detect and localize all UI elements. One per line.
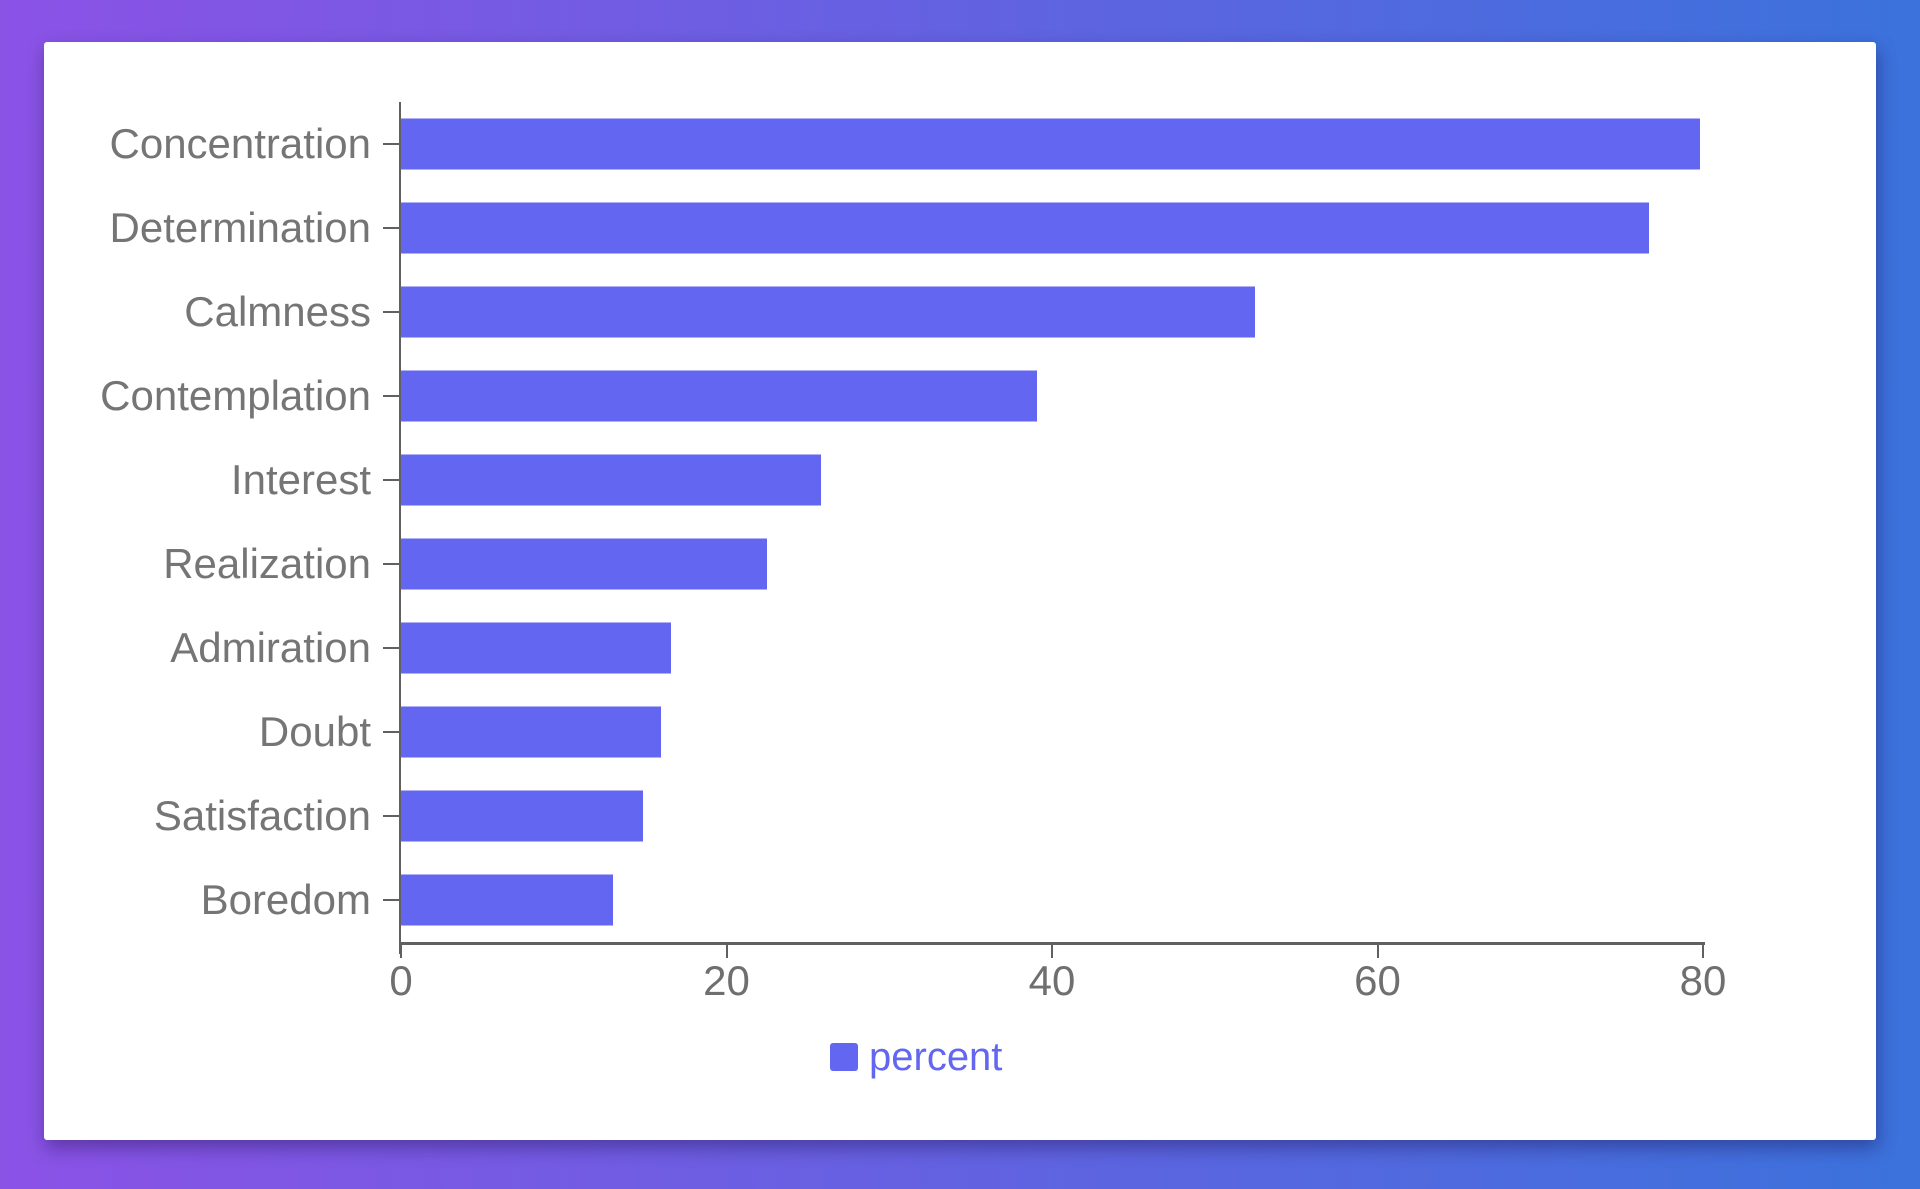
category-label: Contemplation — [100, 372, 371, 419]
x-tick-label: 0 — [389, 957, 413, 1004]
bar[interactable] — [401, 286, 1256, 338]
bar-row: Admiration — [170, 606, 1703, 690]
category-label: Calmness — [184, 288, 371, 335]
category-label: Determination — [109, 204, 371, 251]
category-tick-mark — [383, 647, 401, 649]
x-tick-mark — [400, 945, 402, 958]
category-label: Concentration — [109, 120, 372, 167]
bar[interactable] — [401, 874, 613, 926]
legend-swatch — [830, 1043, 858, 1071]
bar-row: Contemplation — [100, 354, 1703, 438]
x-tick-label: 40 — [1028, 957, 1076, 1004]
bar-row: Determination — [110, 186, 1703, 270]
x-tick-mark — [725, 945, 728, 958]
x-axis-line — [399, 942, 1705, 945]
y-axis-line — [399, 102, 401, 954]
category-tick-mark — [383, 143, 401, 145]
category-label: Admiration — [170, 624, 371, 671]
bar-row: Concentration — [110, 102, 1703, 186]
bar[interactable] — [401, 622, 672, 674]
x-tick-label: 80 — [1679, 957, 1727, 1004]
bar-row: Satisfaction — [154, 774, 1703, 858]
bar[interactable] — [401, 790, 644, 842]
bar[interactable] — [401, 118, 1700, 170]
bar[interactable] — [401, 370, 1038, 422]
category-tick-mark — [383, 227, 401, 229]
chart-card: Concentration Determination Calmness Contem… — [44, 42, 1876, 1140]
category-label: Interest — [230, 456, 371, 503]
bar[interactable] — [401, 706, 662, 758]
legend-item-percent[interactable]: percent — [830, 1037, 1002, 1077]
bar-row: Interest — [231, 438, 1703, 522]
bar-row: Realization — [163, 522, 1703, 606]
x-tick-label: 20 — [703, 957, 750, 1004]
category-tick-mark — [383, 395, 401, 397]
category-tick-mark — [383, 479, 401, 481]
category-tick-mark — [383, 563, 401, 565]
category-tick-mark — [383, 899, 401, 901]
bar[interactable] — [401, 202, 1650, 254]
category-label: Satisfaction — [153, 792, 371, 839]
x-tick-mark — [1376, 945, 1379, 958]
x-tick-mark — [1051, 945, 1053, 958]
bar-row: Boredom — [201, 858, 1703, 942]
category-label: Realization — [163, 540, 371, 587]
bar-rows: Concentration Determination Calmness Contem… — [100, 102, 1703, 942]
x-ticks: 0 20 40 60 80 — [389, 102, 1726, 1004]
category-label: Doubt — [258, 708, 371, 755]
x-tick-label: 60 — [1354, 957, 1401, 1004]
category-label: Boredom — [200, 876, 371, 923]
plot-area: Concentration Determination Calmness Contem… — [100, 102, 1726, 1004]
bar[interactable] — [401, 538, 768, 590]
legend-label: percent — [869, 1035, 1003, 1079]
category-tick-mark — [383, 731, 401, 733]
category-tick-mark — [383, 311, 401, 313]
category-tick-mark — [383, 815, 401, 817]
bar-row: Doubt — [259, 690, 1703, 774]
bar[interactable] — [401, 454, 821, 506]
x-tick-mark — [1702, 945, 1704, 958]
bar-row: Calmness — [184, 270, 1703, 354]
